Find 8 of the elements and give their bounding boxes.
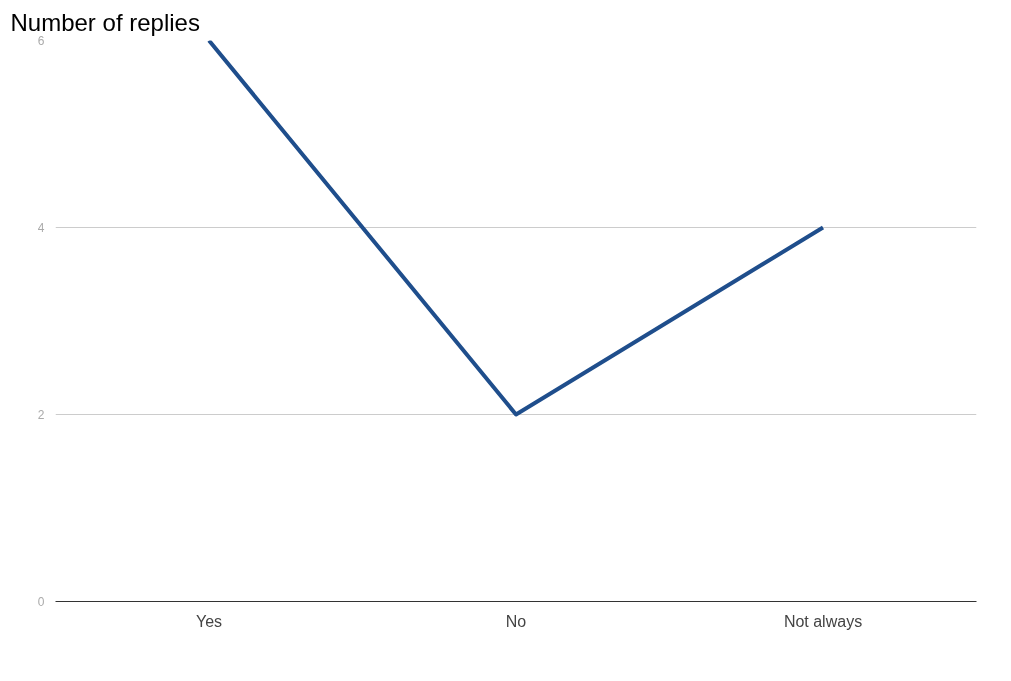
y-tick-label: 0 — [37, 595, 45, 609]
chart-title: Number of replies — [10, 8, 200, 36]
y-tick-label: 6 — [37, 34, 45, 48]
x-tick-label: Not always — [783, 612, 863, 630]
y-tick-label: 2 — [37, 408, 45, 422]
y-tick-label: 4 — [37, 221, 45, 235]
x-tick-label: No — [505, 612, 527, 630]
x-tick-label: Yes — [195, 612, 223, 630]
